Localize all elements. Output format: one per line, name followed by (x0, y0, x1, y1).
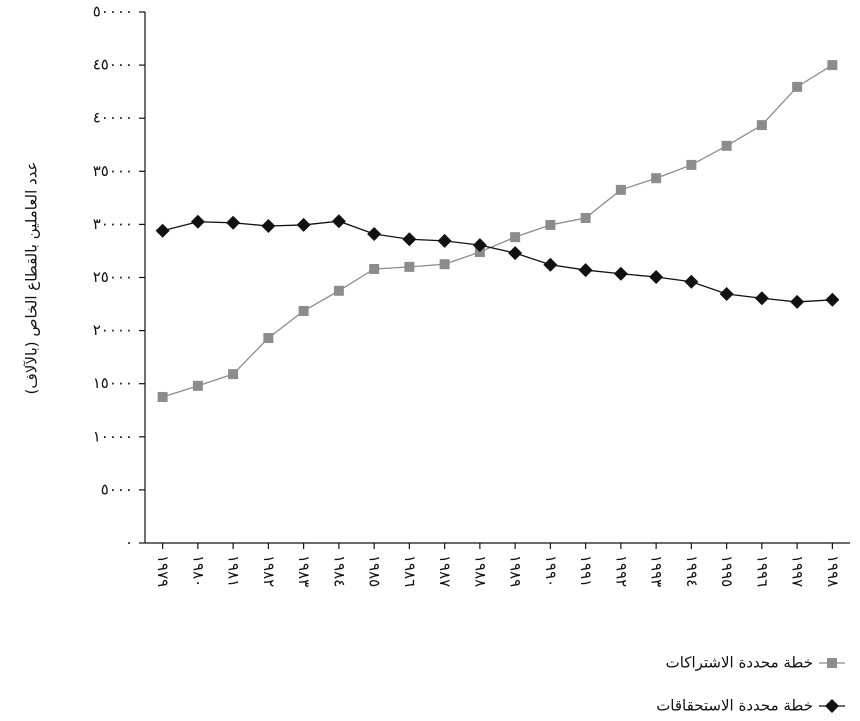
y-tick-label: ١٠٠٠٠ (93, 427, 133, 445)
marker (684, 274, 699, 289)
x-tick-label: ١٩٨٧ (436, 555, 454, 587)
marker (686, 159, 697, 170)
marker (545, 219, 556, 230)
x-tick-label: ١٩٨١ (225, 555, 243, 587)
marker (367, 226, 382, 241)
x-tick-label: ١٩٩٣ (648, 555, 666, 587)
y-tick-label: ١٥٠٠٠ (93, 374, 133, 392)
marker (649, 269, 664, 284)
marker (719, 286, 734, 301)
marker (613, 266, 628, 281)
x-tick-label: ١٩٨٩ (507, 555, 525, 587)
y-tick-label: ٣٠٠٠٠ (93, 215, 133, 233)
marker (402, 232, 417, 247)
marker (263, 333, 274, 344)
marker (790, 294, 805, 309)
marker (510, 232, 521, 243)
x-tick-label: ١٩٨٨ (471, 555, 489, 587)
legend-marker (827, 658, 837, 668)
x-tick-label: ١٩٩٨ (824, 555, 842, 587)
marker (296, 217, 311, 232)
marker (508, 246, 523, 261)
x-tick-label: ١٩٨٠ (189, 555, 207, 587)
x-tick-label: ١٩٧٩ (154, 555, 172, 587)
x-tick-label: ١٩٨٥ (366, 555, 384, 587)
y-tick-label: ٥٠٠٠ (101, 480, 133, 498)
marker (825, 292, 840, 307)
marker (155, 223, 170, 238)
y-tick-label: ٥٠٠٠٠ (93, 3, 133, 21)
marker (721, 140, 732, 151)
series-line (162, 220, 833, 303)
marker (754, 291, 769, 306)
series-line (162, 64, 833, 398)
marker (261, 218, 276, 233)
x-tick-label: ١٩٨٤ (330, 555, 348, 587)
marker (578, 263, 593, 278)
x-tick-label: ١٩٩٠ (542, 555, 560, 587)
marker (437, 233, 452, 248)
marker (615, 184, 626, 195)
y-tick-label: ٤٠٠٠٠ (93, 109, 133, 127)
x-tick-label: ١٩٩٢ (612, 555, 630, 587)
marker (228, 369, 239, 380)
x-tick-label: ١٩٩٧ (789, 555, 807, 587)
marker (472, 238, 487, 253)
marker (543, 257, 558, 272)
marker (792, 81, 803, 92)
marker (333, 285, 344, 296)
legend-label: خطة محددة الاشتراكات (666, 654, 813, 672)
marker (404, 261, 415, 272)
marker (157, 391, 168, 402)
marker (298, 305, 309, 316)
marker (192, 380, 203, 391)
x-tick-label: ١٩٩١ (577, 555, 595, 587)
x-tick-label: ١٩٨٢ (260, 555, 278, 587)
legend-marker (825, 699, 839, 713)
marker (580, 213, 591, 224)
marker (756, 120, 767, 131)
marker (827, 60, 838, 71)
x-tick-label: ١٩٩٥ (718, 555, 736, 587)
y-tick-label: ٤٥٠٠٠ (93, 56, 133, 74)
x-tick-label: ١٩٨٦ (401, 555, 419, 587)
legend-label: خطة محددة الاستحقاقات (656, 697, 813, 715)
y-tick-label: ٣٥٠٠٠ (93, 162, 133, 180)
y-tick-label: ٢٠٠٠٠ (93, 321, 133, 339)
marker (331, 214, 346, 229)
x-tick-label: ١٩٩٤ (683, 555, 701, 587)
y-axis-title: عدد العاملين بالقطاع الخاص (بالآلاف) (23, 161, 41, 394)
marker (226, 215, 241, 230)
x-tick-label: ١٩٨٣ (295, 555, 313, 587)
x-tick-label: ١٩٩٦ (753, 555, 771, 587)
marker (439, 259, 450, 270)
marker (369, 264, 380, 275)
marker (651, 173, 662, 184)
y-tick-label: ٠ (125, 534, 133, 552)
y-tick-label: ٢٥٠٠٠ (93, 268, 133, 286)
marker (190, 214, 205, 229)
